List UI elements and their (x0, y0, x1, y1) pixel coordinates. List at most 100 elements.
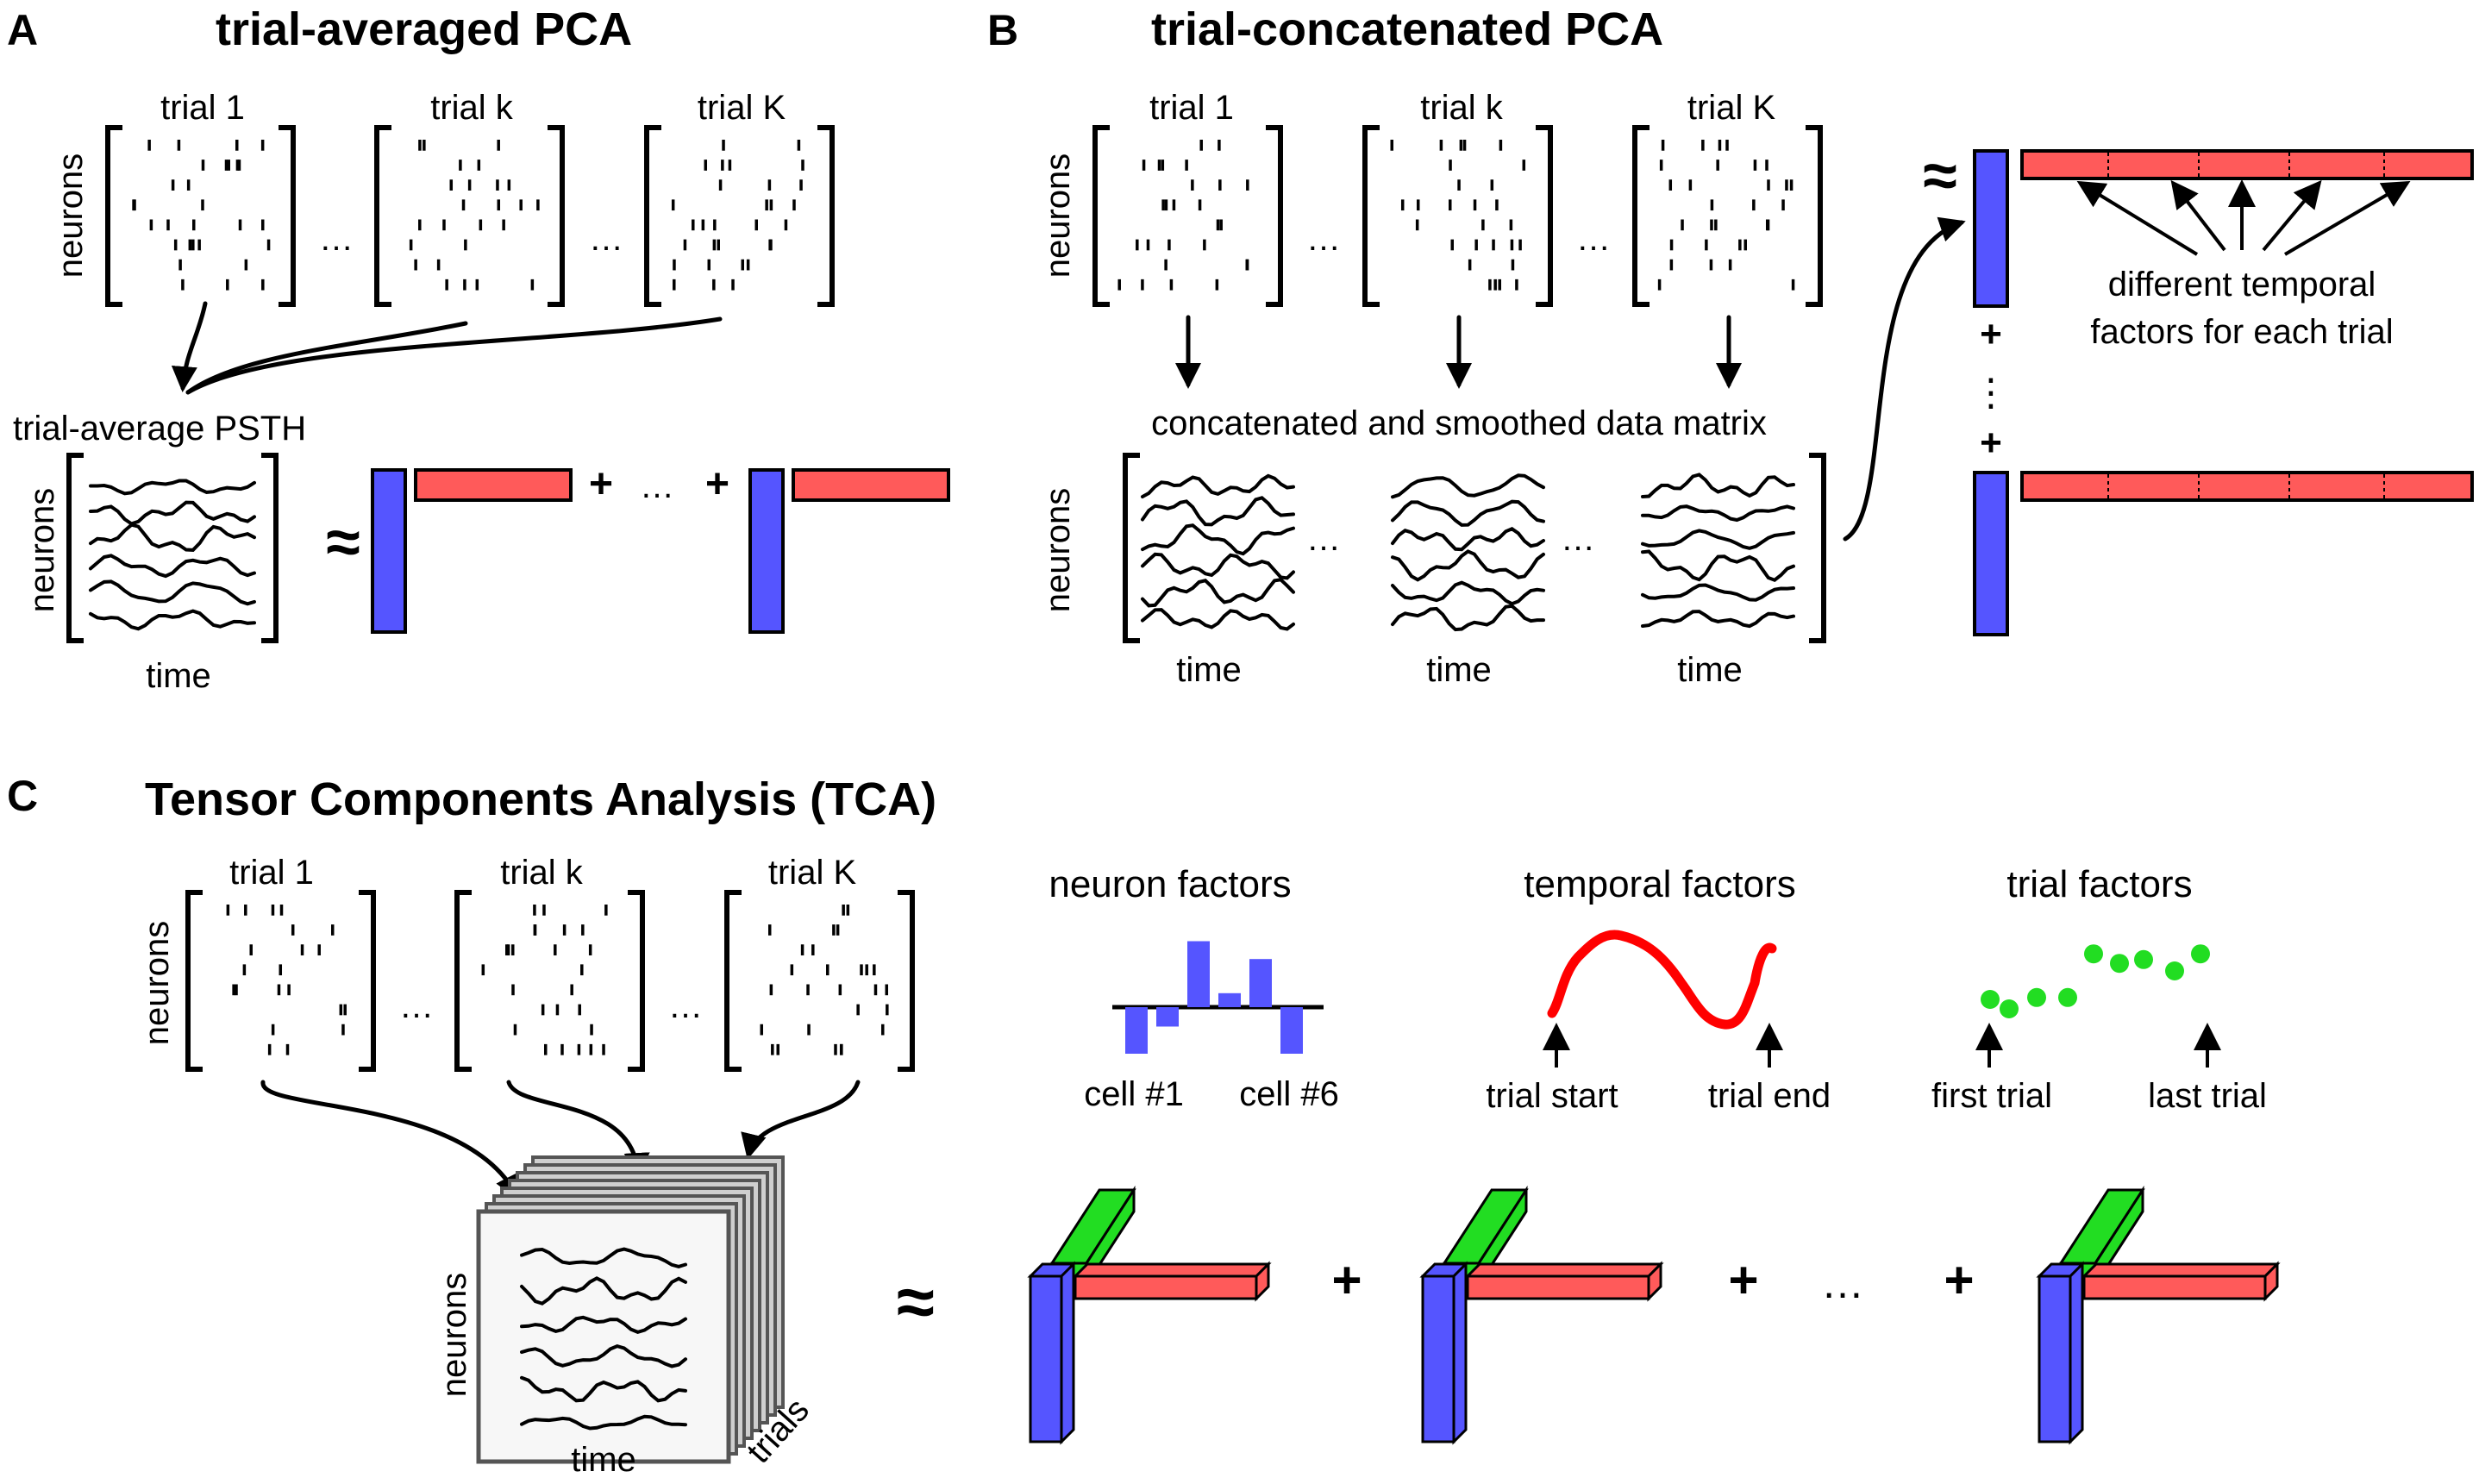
approx-sign: ≈ (897, 1263, 935, 1340)
right-bracket (898, 890, 915, 1072)
ellipsis: … (399, 987, 434, 1025)
temporal-factor-prism (2082, 1274, 2267, 1300)
neuron-factor-bar (371, 468, 407, 634)
neuron-factor-prism (1421, 1274, 1455, 1443)
stack-arrow (260, 1080, 520, 1201)
data-tensor-cube: neurons time trials (435, 1155, 817, 1479)
ellipsis: … (1306, 520, 1341, 558)
temporal-factor-curve (1547, 930, 1777, 1030)
left-bracket (66, 453, 84, 643)
factor-note-line2: factors for each trial (2090, 313, 2393, 351)
neuron-trace (1641, 529, 1795, 550)
trial-factor-dot-6 (2110, 954, 2129, 974)
neuron-trace (1141, 578, 1295, 608)
neuron-trace (89, 579, 256, 606)
neuron-trace (1391, 604, 1545, 632)
neuron-trace (520, 1247, 687, 1268)
neuron-trace (89, 554, 256, 579)
average-arrow (185, 321, 468, 395)
right-bracket (1806, 125, 1823, 307)
ylabel-neurons: neurons (23, 488, 61, 613)
neuron-factor-bar (1973, 471, 2009, 636)
left-bracket (454, 890, 472, 1072)
trial-label: trial k (430, 89, 514, 127)
neuron-trace (1641, 549, 1795, 582)
neuron-factor-prism-side (1452, 1261, 1468, 1445)
factor-note-line1: different temporal (2108, 266, 2376, 304)
neuron-trace (1141, 552, 1295, 580)
rank-one-component (1027, 1185, 1272, 1445)
ylabel-neurons: neurons (138, 921, 176, 1046)
right-bracket (261, 453, 279, 643)
panel-c: C Tensor Components Analysis (TCA) trial… (7, 772, 2281, 1479)
neuron-factor-bar (748, 468, 785, 634)
trial-label: trial k (500, 854, 584, 892)
trial-factor-dot-1 (1981, 990, 2000, 1009)
plus-sign: + (1980, 422, 2002, 464)
neuron-trace (1141, 496, 1295, 527)
neuron-factor-bar-1 (1125, 1007, 1148, 1054)
stack-arrow (506, 1080, 650, 1179)
left-bracket (1123, 453, 1140, 643)
trial-label: trial 1 (229, 854, 314, 892)
neuron-factor-bar-5 (1249, 959, 1272, 1007)
trial-label: trial K (1687, 89, 1776, 127)
neuron-trace (1391, 580, 1545, 606)
panel-a-title: trial-averaged PCA (216, 3, 632, 55)
left-bracket (1632, 125, 1650, 307)
rank-one-component (2036, 1185, 2281, 1445)
first-trial-label: first trial (1931, 1077, 2052, 1115)
neuron-factors-heading: neuron factors (1049, 863, 1291, 905)
neuron-factor-bar-2 (1156, 1007, 1179, 1027)
right-bracket (817, 125, 835, 307)
trial-start-label: trial start (1486, 1077, 1618, 1115)
plus-sign: + (589, 461, 613, 507)
ellipsis: … (668, 987, 703, 1025)
ylabel-neurons: neurons (1039, 488, 1077, 613)
neuron-trace (1641, 583, 1795, 602)
cube-front-data (520, 1247, 687, 1431)
neuron-trace (1391, 473, 1545, 499)
ylabel-neurons: neurons (1039, 153, 1077, 279)
neuron-trace (520, 1276, 687, 1306)
neuron-factor-prism (1029, 1274, 1063, 1443)
neuron-trace (89, 500, 256, 526)
panel-a-letter: A (7, 6, 38, 54)
plus-sign: + (1944, 1251, 1974, 1309)
trial-factor-dot-3 (2027, 987, 2046, 1007)
approx-sign: ≈ (326, 508, 360, 577)
cube-time-label: time (571, 1441, 636, 1479)
neuron-factor-prism (2038, 1274, 2072, 1443)
raster-matrix (185, 890, 376, 1072)
right-bracket (359, 890, 376, 1072)
pca-arrow (1843, 216, 1966, 542)
left-bracket (724, 890, 742, 1072)
neuron-trace (1641, 610, 1795, 629)
plus-sign: + (1728, 1251, 1758, 1309)
right-bracket (1536, 125, 1553, 307)
raster-matrix (374, 125, 565, 307)
neuron-trace (520, 1343, 687, 1368)
xlabel-time: time (1426, 651, 1492, 689)
trial-label: trial K (698, 89, 786, 127)
temporal-factor-prism (1466, 1274, 1650, 1300)
cell-last-label: cell #6 (1239, 1075, 1339, 1113)
plus-sign: + (1331, 1251, 1362, 1309)
trial-end-label: trial end (1708, 1077, 1831, 1115)
neuron-factor-bar-4 (1218, 992, 1241, 1007)
temporal-factors-heading: temporal factors (1524, 863, 1795, 905)
approx-sign: ≈ (1923, 141, 1957, 210)
left-bracket (1092, 125, 1110, 307)
ellipsis: … (1561, 520, 1595, 558)
temporal-factor-bar (792, 468, 950, 502)
ellipsis: … (1576, 220, 1611, 258)
raster-matrix (644, 125, 835, 307)
vertical-ellipsis: ⋮ (1972, 372, 2010, 414)
average-arrow (171, 301, 208, 392)
stack-arrow (741, 1080, 861, 1160)
trial-factor-dot-5 (2084, 944, 2103, 964)
right-bracket (1266, 125, 1283, 307)
cell-first-label: cell #1 (1084, 1075, 1184, 1113)
xlabel-time: time (1677, 651, 1743, 689)
plus-sign: + (1980, 313, 2002, 355)
